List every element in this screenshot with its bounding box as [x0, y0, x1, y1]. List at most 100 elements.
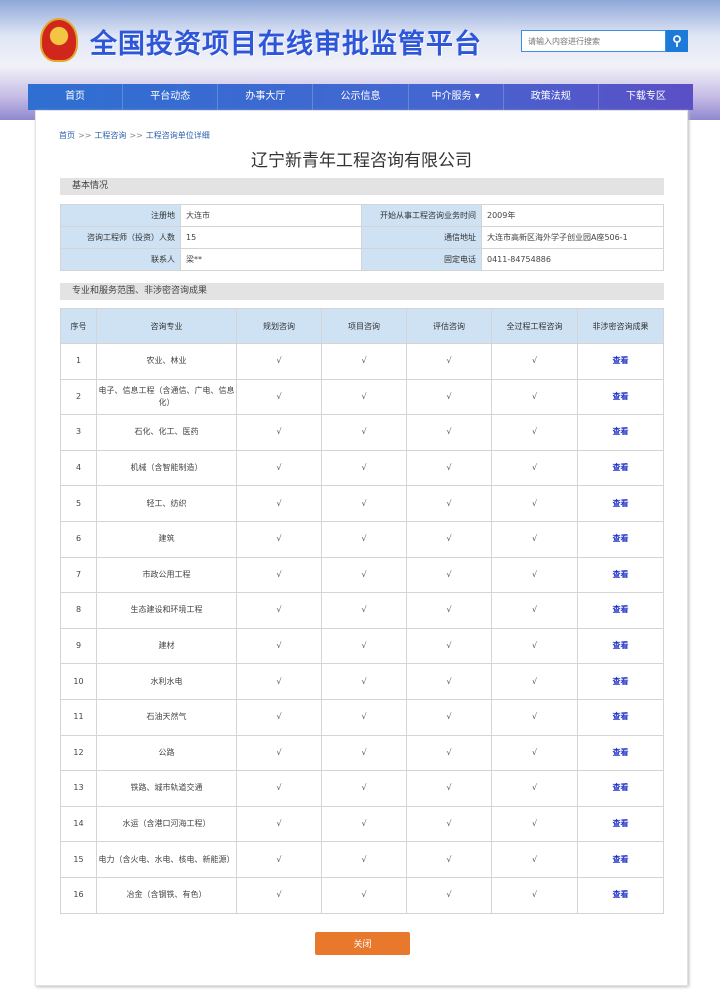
specialty: 市政公用工程 — [96, 556, 237, 594]
table-row: 13 铁路、城市轨道交通 √ √ √ √ 查看 — [60, 770, 664, 807]
breadcrumb-home[interactable]: 首页 — [59, 131, 75, 140]
info-row: 注册地 大连市 开始从事工程咨询业务时间 2009年 — [60, 204, 664, 227]
row-number: 8 — [60, 592, 97, 629]
check-mark: √ — [321, 734, 407, 772]
view-link[interactable]: 查看 — [612, 498, 629, 508]
nav-downloads[interactable]: 下载专区 — [625, 91, 666, 102]
results-cell: 查看 — [577, 698, 664, 736]
check-mark: √ — [321, 663, 407, 700]
check-mark: √ — [236, 343, 322, 380]
view-link[interactable]: 查看 — [612, 747, 629, 757]
table-row: 1 农业、林业 √ √ √ √ 查看 — [60, 343, 664, 380]
view-link[interactable]: 查看 — [612, 391, 629, 401]
check-mark: √ — [406, 627, 492, 665]
check-mark: √ — [491, 520, 578, 558]
nav-policies[interactable]: 政策法规 — [504, 84, 599, 110]
check-mark: √ — [321, 805, 407, 843]
check-mark: √ — [236, 627, 322, 665]
breadcrumb-consulting[interactable]: 工程咨询 — [94, 131, 127, 140]
view-link[interactable]: 查看 — [612, 534, 629, 544]
table-row: 16 冶金（含钢铁、有色） √ √ √ √ 查看 — [60, 876, 664, 914]
check-mark: √ — [406, 449, 492, 487]
info-value: 15 — [180, 226, 362, 249]
view-link[interactable]: 查看 — [612, 783, 629, 793]
check-mark: √ — [406, 663, 492, 700]
specialty: 石化、化工、医药 — [96, 414, 237, 451]
view-link[interactable]: 查看 — [612, 463, 629, 473]
table-row: 4 机械（含智能制造） √ √ √ √ 查看 — [60, 449, 664, 487]
content-panel: 首页 >> 工程咨询 >> 工程咨询单位详细 辽宁新青年工程咨询有限公司 基本情况 注册… — [35, 110, 688, 986]
view-link[interactable]: 查看 — [612, 641, 629, 651]
table-row: 15 电力（含火电、水电、核电、新能源） √ √ √ √ 查看 — [60, 841, 664, 878]
check-mark: √ — [491, 592, 578, 629]
check-mark: √ — [406, 841, 492, 878]
row-number: 1 — [60, 343, 97, 380]
search-input[interactable] — [521, 30, 666, 52]
table-row: 6 建筑 √ √ √ √ 查看 — [60, 520, 664, 558]
nav-agency-services[interactable]: 中介服务 ▾ — [409, 84, 504, 110]
column-header: 咨询专业 — [96, 308, 237, 344]
table-row: 8 生态建设和环境工程 √ √ √ √ 查看 — [60, 592, 664, 629]
check-mark: √ — [321, 414, 407, 451]
check-mark: √ — [491, 556, 578, 594]
check-mark: √ — [236, 592, 322, 629]
info-value: 梁** — [180, 248, 362, 271]
results-cell: 查看 — [577, 520, 664, 558]
specialty: 建筑 — [96, 520, 237, 558]
check-mark: √ — [236, 770, 322, 807]
check-mark: √ — [406, 592, 492, 629]
check-mark: √ — [321, 698, 407, 736]
close-button[interactable]: 关闭 — [315, 932, 410, 955]
info-value: 0411-84754886 — [481, 248, 664, 271]
check-mark: √ — [406, 485, 492, 522]
info-value: 大连市 — [180, 204, 362, 227]
info-value: 大连市高新区海外学子创业园A座506-1 — [481, 226, 664, 249]
results-cell: 查看 — [577, 378, 664, 416]
view-link[interactable]: 查看 — [612, 819, 629, 829]
check-mark: √ — [321, 627, 407, 665]
view-link[interactable]: 查看 — [612, 605, 629, 615]
breadcrumb: 首页 >> 工程咨询 >> 工程咨询单位详细 — [59, 131, 210, 140]
column-header: 评估咨询 — [406, 308, 492, 344]
row-number: 6 — [60, 520, 97, 558]
specialty: 农业、林业 — [96, 343, 237, 380]
column-header: 序号 — [60, 308, 97, 344]
specialty: 公路 — [96, 734, 237, 772]
main-nav: 首页 平台动态 办事大厅 公示信息 中介服务 ▾ 政策法规 下载专区 — [28, 84, 693, 110]
check-mark: √ — [236, 449, 322, 487]
check-mark: √ — [236, 485, 322, 522]
table-row: 9 建材 √ √ √ √ 查看 — [60, 627, 664, 665]
section-scope: 专业和服务范围、非涉密咨询成果 — [60, 283, 664, 300]
nav-service-hall[interactable]: 办事大厅 — [218, 84, 314, 110]
check-mark: √ — [491, 698, 578, 736]
info-label: 注册地 — [60, 204, 181, 227]
results-cell: 查看 — [577, 734, 664, 772]
specialty: 建材 — [96, 627, 237, 665]
check-mark: √ — [236, 663, 322, 700]
check-mark: √ — [406, 378, 492, 416]
section-basic-info: 基本情况 — [60, 178, 664, 195]
results-cell: 查看 — [577, 805, 664, 843]
view-link[interactable]: 查看 — [612, 676, 629, 686]
check-mark: √ — [321, 449, 407, 487]
view-link[interactable]: 查看 — [612, 890, 629, 900]
table-row: 12 公路 √ √ √ √ 查看 — [60, 734, 664, 772]
check-mark: √ — [236, 805, 322, 843]
info-label: 通信地址 — [361, 226, 482, 249]
nav-home[interactable]: 首页 — [28, 84, 124, 110]
results-cell: 查看 — [577, 876, 664, 914]
view-link[interactable]: 查看 — [612, 356, 629, 366]
view-link[interactable]: 查看 — [612, 569, 629, 579]
check-mark: √ — [321, 556, 407, 594]
nav-platform-news[interactable]: 平台动态 — [123, 84, 219, 110]
breadcrumb-current[interactable]: 工程咨询单位详细 — [145, 131, 210, 140]
results-cell: 查看 — [577, 449, 664, 487]
view-link[interactable]: 查看 — [612, 427, 629, 437]
search-button[interactable]: ⚲ — [666, 30, 688, 52]
check-mark: √ — [491, 841, 578, 878]
view-link[interactable]: 查看 — [612, 712, 629, 722]
row-number: 11 — [60, 698, 97, 736]
nav-public-info[interactable]: 公示信息 — [313, 84, 409, 110]
row-number: 7 — [60, 556, 97, 594]
view-link[interactable]: 查看 — [612, 854, 629, 864]
